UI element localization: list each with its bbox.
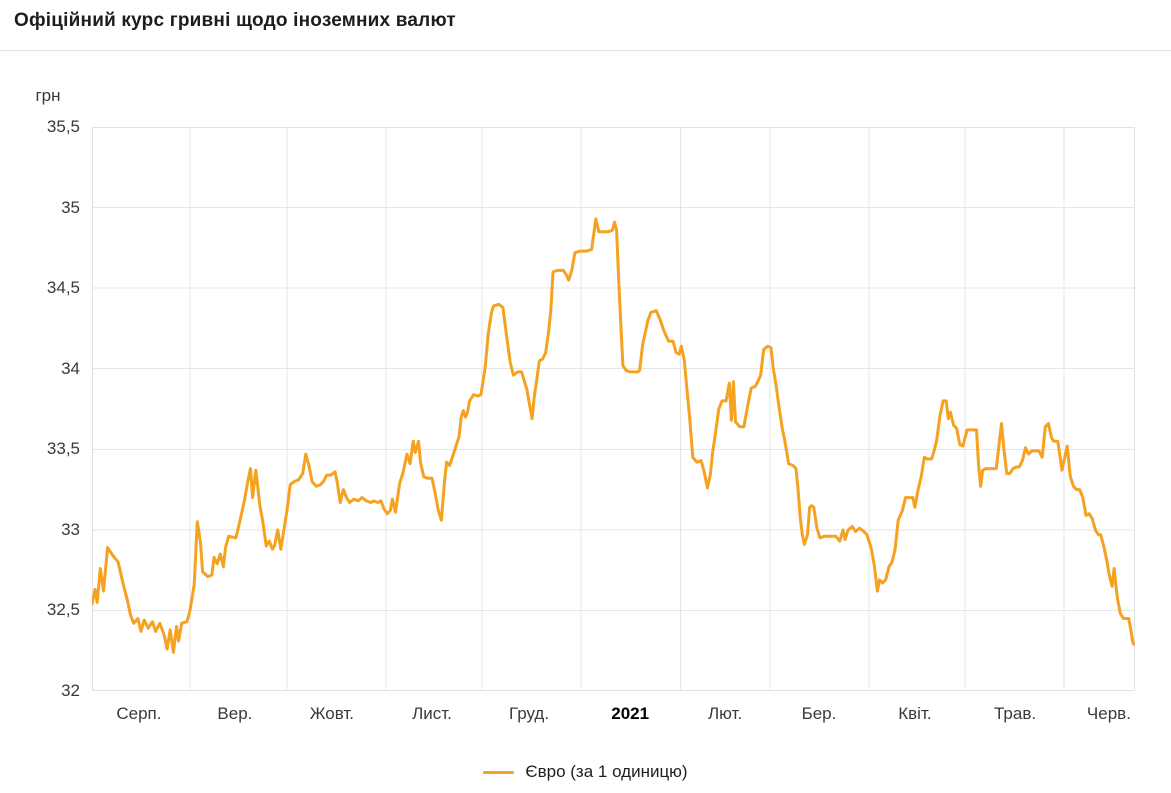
title-separator — [0, 50, 1171, 51]
y-tick-label: 32,5 — [46, 600, 80, 620]
x-tick-label: Бер. — [801, 704, 837, 723]
x-tick-label: Серп. — [116, 704, 162, 723]
x-tick-label: 2021 — [611, 704, 650, 723]
y-tick-label: 32 — [61, 681, 80, 700]
x-tick-label: Лист. — [412, 704, 452, 723]
x-tick-label: Черв. — [1086, 704, 1131, 723]
plot-area — [92, 127, 1135, 691]
x-tick-label: Жовт. — [309, 704, 354, 723]
y-axis-unit-label: грн — [35, 86, 61, 105]
y-tick-label: 34,5 — [46, 278, 80, 298]
x-tick-label: Груд. — [508, 704, 550, 723]
series-legend-label[interactable]: Євро (за 1 одиницю) — [525, 762, 688, 781]
y-tick-label: 35 — [61, 197, 80, 217]
x-tick-label: Лют. — [708, 704, 743, 723]
x-tick-label: Вер. — [217, 704, 253, 723]
chart-legend: Євро (за 1 одиницю) — [0, 756, 1171, 788]
x-tick-label: Трав. — [994, 704, 1037, 723]
y-tick-label: 35,5 — [46, 117, 80, 136]
y-tick-label: 34 — [61, 358, 80, 378]
y-tick-label: 33,5 — [46, 439, 80, 459]
exchange-rate-line-chart — [92, 127, 1135, 691]
page-title: Офіційний курс гривні щодо іноземних вал… — [14, 10, 456, 31]
series-color-swatch[interactable] — [483, 770, 515, 774]
x-tick-label: Квіт. — [898, 704, 932, 723]
y-tick-label: 33 — [61, 519, 80, 539]
series-line-euro — [92, 217, 1135, 654]
